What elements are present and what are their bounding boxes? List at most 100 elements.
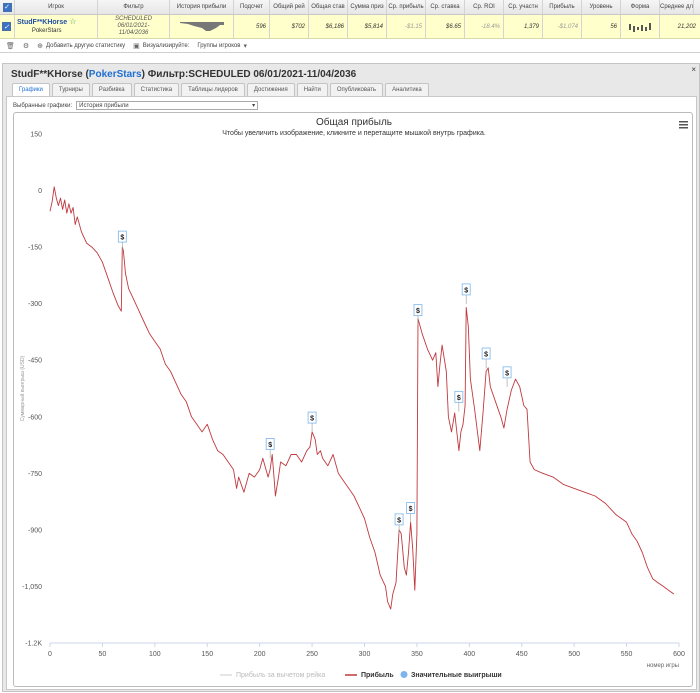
add-icon: ⊕	[37, 42, 44, 50]
column-header[interactable]: Прибыль	[543, 0, 582, 14]
chart-frame[interactable]: Общая прибыль Чтобы увеличить изображение…	[13, 112, 693, 687]
profit-history-sparkline	[170, 15, 234, 38]
chart-selector: Выбранные графики: История прибыли ▾	[13, 101, 259, 110]
profit-series-line	[49, 186, 675, 610]
big-win-marker: $	[120, 235, 124, 242]
big-win-marker: $	[268, 442, 272, 449]
visualize-button[interactable]: ▣ Визуализируйте:	[133, 42, 189, 50]
stat-avg-roi: -18.4%	[465, 15, 504, 38]
column-header[interactable]: Сумма приз	[348, 0, 387, 14]
x-tick-label: 600	[673, 651, 685, 658]
tab-content: Выбранные графики: История прибыли ▾ Обща…	[6, 96, 697, 690]
stat-count: 596	[234, 15, 270, 38]
stat-avg-duration: 21,202	[677, 23, 696, 30]
big-win-marker: $	[310, 416, 314, 423]
hamburger-icon[interactable]	[679, 121, 688, 129]
tab-6[interactable]: Достижения	[246, 83, 295, 96]
column-header[interactable]: Ср. прибыль	[387, 0, 426, 14]
checkmark-icon: ✓	[2, 2, 12, 12]
column-header[interactable]: Форма	[621, 0, 660, 14]
column-header[interactable]: Общая став	[309, 0, 348, 14]
player-groups-dropdown[interactable]: Группы игроков ▾	[197, 42, 247, 50]
stats-data-row[interactable]: ✓ StudF**KHorse ☆ PokerStars SCHEDULED 06…	[0, 15, 700, 39]
x-tick-label: 500	[568, 651, 580, 658]
stat-profit: -$1,074	[543, 15, 582, 38]
close-icon[interactable]: ×	[691, 65, 696, 74]
big-win-marker: $	[464, 287, 468, 294]
x-tick-label: 150	[201, 651, 213, 658]
filter-line: 06/01/2021-	[117, 23, 150, 29]
stat-avg-profit: -$1.15	[387, 15, 426, 38]
tab-8[interactable]: Опубликовать	[329, 83, 384, 96]
column-header[interactable]: Уровень	[582, 0, 621, 14]
big-win-marker: $	[409, 506, 413, 513]
legend-label: Значительные выигрыши	[411, 672, 502, 679]
checkmark-icon: ✓	[2, 22, 11, 31]
column-header[interactable]: Фильтр	[98, 0, 170, 14]
trash-icon[interactable]: 🗑	[6, 42, 15, 50]
settings-icon[interactable]: ⚙	[22, 42, 30, 50]
big-win-marker: $	[397, 517, 401, 524]
stat-avg-stake: $6.65	[426, 15, 465, 38]
player-panel: StudF**KHorse (PokerStars) Фильтр:SCHEDU…	[2, 63, 700, 692]
tab-3[interactable]: Разбивка	[91, 83, 132, 96]
big-win-flag	[502, 366, 512, 379]
column-header[interactable]: История прибыли	[170, 0, 234, 14]
big-win-flag	[461, 283, 471, 296]
stats-header-row: ✓ Игрок Фильтр История прибыли Подсчет Общий …	[0, 0, 700, 15]
player-cell[interactable]: StudF**KHorse ☆ PokerStars	[15, 15, 98, 38]
tab-1[interactable]: Графики	[12, 83, 50, 96]
x-tick-label: 300	[359, 651, 371, 658]
caret-down-icon: ▾	[243, 42, 247, 50]
visualize-label: Визуализируйте:	[142, 42, 190, 49]
x-tick-label: 400	[463, 651, 475, 658]
tab-4[interactable]: Статистика	[133, 83, 180, 96]
column-header[interactable]: Игрок	[15, 0, 98, 14]
x-tick-label: 100	[149, 651, 161, 658]
column-header[interactable]: Ср. участн	[504, 0, 543, 14]
form-bars	[621, 15, 660, 38]
column-header[interactable]: Среднее дл	[660, 0, 695, 14]
column-header[interactable]: Подсчет	[234, 0, 270, 14]
image-icon: ▣	[133, 42, 140, 50]
stat-total-stake: $6,186	[309, 15, 348, 38]
chart-select-value: История прибыли	[79, 102, 129, 109]
legend-label: Прибыль за вычетом рейка	[236, 671, 325, 679]
filter-line: SCHEDULED	[114, 16, 152, 22]
panel-title-prefix: StudF**KHorse (	[11, 69, 89, 80]
column-header[interactable]: Ср. ставка	[426, 0, 465, 14]
player-name[interactable]: StudF**KHorse	[17, 19, 68, 26]
player-room: PokerStars	[31, 28, 62, 34]
y-tick-label: -750	[28, 471, 42, 478]
big-win-flag	[265, 438, 275, 450]
big-win-flag	[406, 502, 416, 514]
filter-line: 11/04/2036	[118, 30, 149, 36]
tab-2[interactable]: Турниры	[51, 83, 90, 96]
y-tick-label: -1,050	[22, 584, 42, 591]
panel-title-room[interactable]: PokerStars	[88, 69, 142, 80]
column-header[interactable]: Общий рей	[270, 0, 309, 14]
tab-9[interactable]: Аналитика	[385, 83, 429, 96]
column-header[interactable]: Ср. ROI	[465, 0, 504, 14]
tab-7[interactable]: Найти	[296, 83, 328, 96]
big-win-marker: $	[457, 395, 461, 402]
chart-select[interactable]: История прибыли ▾	[76, 101, 259, 110]
star-icon[interactable]: ☆	[69, 17, 77, 26]
big-win-marker: $	[416, 308, 420, 315]
x-axis-title: номер игры	[647, 663, 679, 669]
x-tick-label: 350	[411, 651, 423, 658]
add-stats-button[interactable]: ⊕ Добавить другую статистику	[37, 42, 125, 50]
x-tick-label: 0	[48, 651, 52, 658]
big-win-flag	[394, 513, 404, 526]
y-tick-label: -300	[28, 301, 42, 308]
row-select-checkbox[interactable]: ✓	[0, 15, 15, 38]
y-axis-title: Суммарный выигрыш (USD)	[19, 355, 26, 421]
header-checkbox[interactable]: ✓	[0, 0, 15, 14]
panel-title-suffix: ) Фильтр:SCHEDULED 06/01/2021-11/04/2036	[141, 69, 357, 80]
x-tick-label: 250	[306, 651, 318, 658]
stat-avg-entrants: 1,379	[504, 15, 543, 38]
y-tick-label: -600	[28, 414, 42, 421]
tab-5[interactable]: Таблицы лидеров	[181, 83, 245, 96]
stat-prize-sum: $5,814	[348, 15, 387, 38]
